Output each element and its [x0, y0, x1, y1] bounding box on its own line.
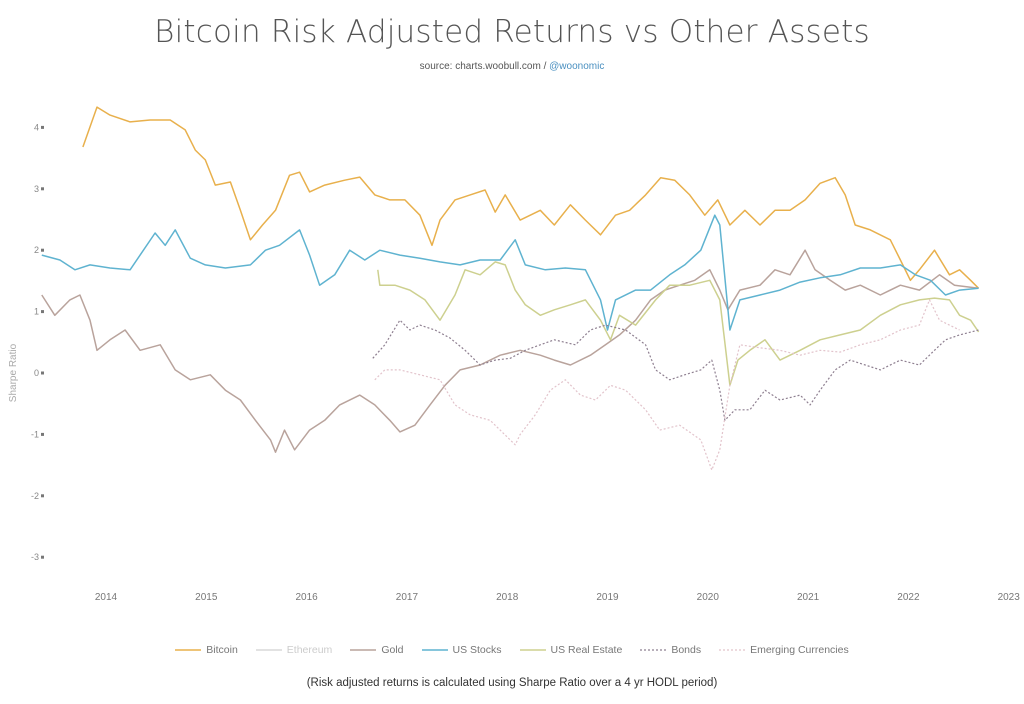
- legend-item-us-stocks[interactable]: US Stocks: [421, 644, 502, 656]
- chart-title: Bitcoin Risk Adjusted Returns vs Other A…: [154, 14, 870, 50]
- legend-swatch: [350, 649, 377, 651]
- y-tick-mark: [41, 125, 44, 129]
- legend-swatch: [175, 649, 202, 651]
- legend-label: Bitcoin: [206, 644, 238, 656]
- legend-item-us-real-estate[interactable]: US Real Estate: [519, 644, 623, 656]
- x-tick-label: 2020: [697, 592, 720, 603]
- series-line-gold: [41, 249, 979, 453]
- footnote: (Risk adjusted returns is calculated usi…: [306, 677, 718, 689]
- legend: Bitcoin Ethereum Gold US Stocks US Real Esta…: [0, 644, 1024, 656]
- y-tick-mark: [41, 310, 44, 314]
- source-text: source: charts.woobull.com /: [419, 61, 550, 72]
- x-tick-label: 2019: [596, 592, 619, 603]
- line-chart: 4 3 2 1 0 -1 -2 -3 2014 2015 2016 2017 2018 2019 2020…: [8, 106, 1020, 603]
- source-handle-link[interactable]: @woonomic: [549, 61, 605, 72]
- legend-item-ethereum[interactable]: Ethereum: [255, 644, 333, 656]
- y-axis: 4 3 2 1 0 -1 -2 -3: [31, 122, 44, 562]
- legend-swatch: [421, 649, 448, 651]
- legend-label: Ethereum: [286, 644, 333, 656]
- series-line-us-real-estate: [377, 261, 980, 387]
- legend-label: US Stocks: [452, 644, 502, 656]
- x-axis: 2014 2015 2016 2017 2018 2019 2020 2021 2022 2023: [95, 592, 1020, 603]
- y-tick-mark: [41, 494, 44, 498]
- x-tick-label: 2016: [295, 592, 318, 603]
- series-line-emerging-currencies: [374, 299, 960, 471]
- y-tick-label: -2: [31, 491, 39, 501]
- legend-label: Emerging Currencies: [750, 644, 849, 656]
- y-axis-label: Sharpe Ratio: [8, 343, 19, 402]
- y-tick-label: 0: [34, 368, 39, 378]
- x-tick-label: 2015: [195, 592, 218, 603]
- series-line-bonds: [372, 319, 979, 421]
- series-line-bitcoin: [82, 106, 980, 289]
- y-tick-label: 3: [34, 184, 39, 194]
- legend-label: US Real Estate: [550, 644, 623, 656]
- x-tick-label: 2017: [396, 592, 419, 603]
- legend-item-emerging-currencies[interactable]: Emerging Currencies: [719, 644, 849, 656]
- y-tick-mark: [41, 555, 44, 559]
- y-tick-mark: [41, 432, 44, 436]
- legend-swatch: [519, 649, 546, 651]
- y-tick-label: 1: [34, 307, 39, 317]
- legend-label: Bonds: [671, 644, 702, 656]
- y-tick-label: 4: [34, 122, 39, 132]
- y-tick-mark: [41, 371, 44, 375]
- legend-item-bitcoin[interactable]: Bitcoin: [175, 644, 238, 656]
- series-line-us-stocks: [41, 214, 979, 331]
- y-tick-label: -3: [31, 552, 39, 562]
- legend-swatch: [719, 649, 746, 651]
- y-tick-label: 2: [34, 245, 39, 255]
- series-lines: [41, 106, 980, 471]
- legend-label: Gold: [381, 644, 404, 656]
- x-tick-label: 2014: [95, 592, 118, 603]
- y-tick-label: -1: [31, 429, 39, 439]
- y-tick-mark: [41, 187, 44, 191]
- y-tick-mark: [41, 248, 44, 252]
- x-tick-label: 2018: [496, 592, 519, 603]
- legend-item-bonds[interactable]: Bonds: [640, 644, 701, 656]
- legend-item-gold[interactable]: Gold: [350, 644, 404, 656]
- legend-swatch: [640, 649, 667, 651]
- x-tick-label: 2023: [998, 592, 1021, 603]
- x-tick-label: 2022: [897, 592, 920, 603]
- legend-swatch: [255, 649, 282, 651]
- x-tick-label: 2021: [797, 592, 820, 603]
- chart-source: source: charts.woobull.com / @woonomic: [0, 61, 1024, 72]
